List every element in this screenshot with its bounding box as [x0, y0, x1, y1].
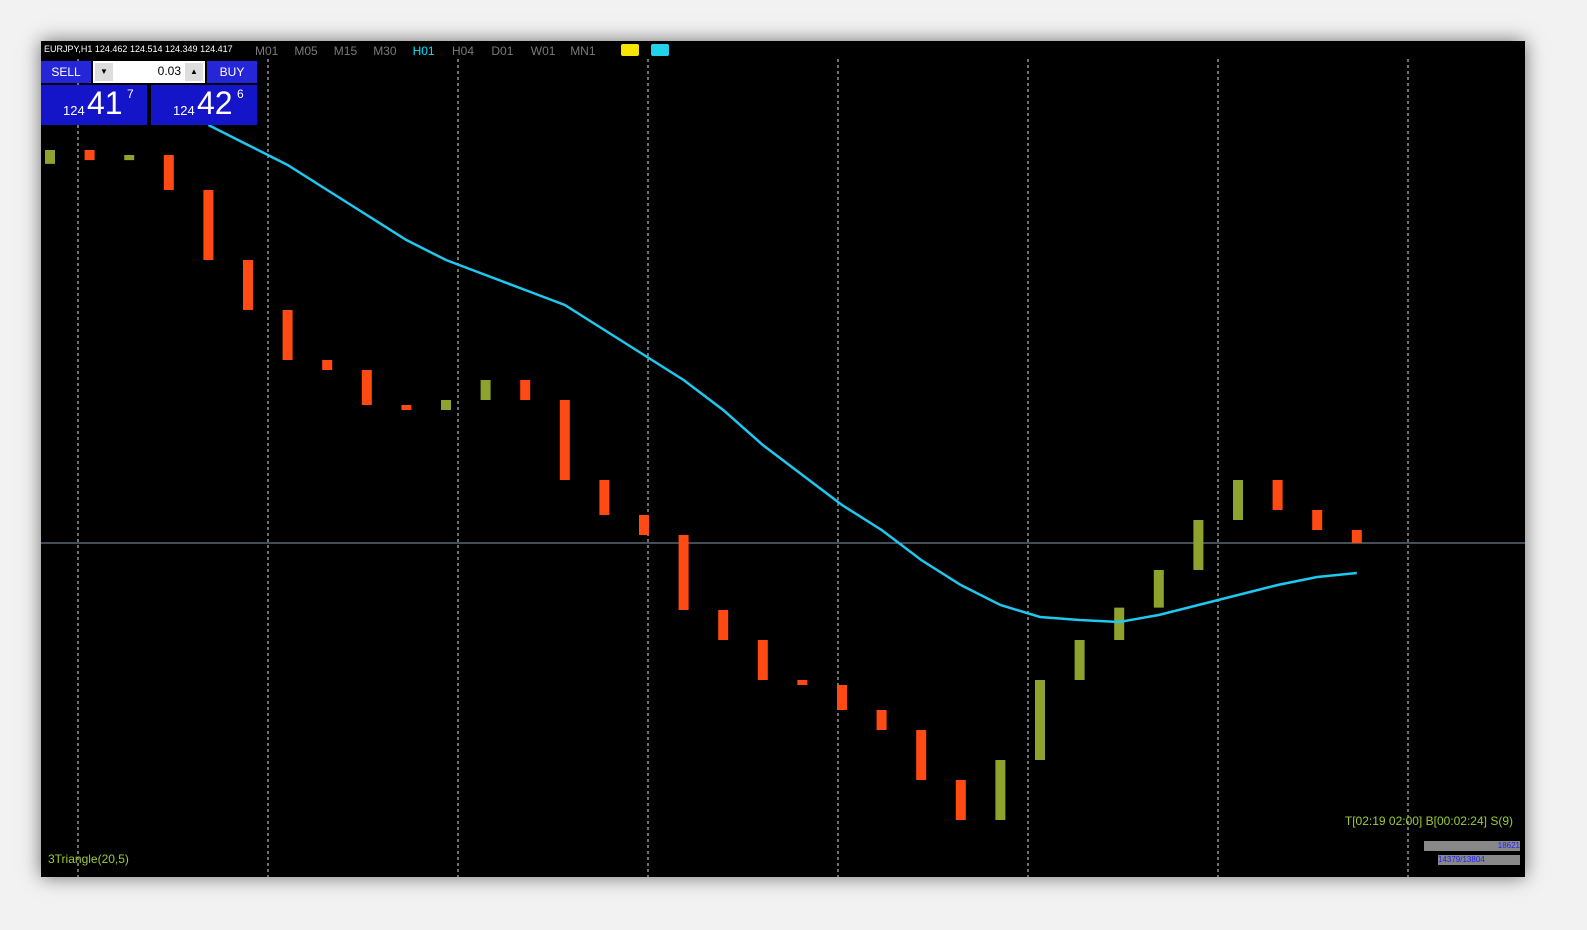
screenshot-icon[interactable] — [621, 44, 639, 56]
screenshot-icon[interactable] — [651, 44, 669, 56]
ohlc-low: 124.349 — [165, 44, 198, 54]
ask-main: 42 — [197, 85, 233, 121]
timeframe-button[interactable]: M30 — [373, 44, 397, 58]
timeframe-button[interactable]: MN1 — [570, 44, 596, 58]
candle-body — [322, 360, 333, 370]
candle-body — [1074, 640, 1085, 680]
bid-big: 124 — [63, 103, 85, 118]
candle-body — [1035, 680, 1045, 760]
candle-body — [1153, 570, 1164, 608]
candle-body — [1272, 480, 1283, 510]
candle-body — [916, 730, 927, 780]
candle-body — [84, 150, 95, 161]
candle-body — [243, 260, 253, 310]
candle-body — [124, 155, 135, 161]
ask-frac: 6 — [237, 87, 244, 101]
candle-body — [1193, 520, 1204, 570]
lot-up[interactable]: ▲ — [185, 63, 203, 81]
candle-body — [45, 150, 55, 164]
candle-body — [718, 610, 729, 640]
candle-body — [639, 515, 649, 535]
candle-body — [1114, 607, 1125, 640]
candle-body — [163, 155, 174, 190]
candle-body — [678, 535, 689, 610]
candle-body — [480, 380, 491, 400]
candle-body — [559, 400, 570, 480]
bid-frac: 7 — [127, 87, 134, 101]
timer: T[02:19 02:00] B[00:02:24] S(9) — [1344, 814, 1513, 828]
ratio: 14379/13804 — [1438, 855, 1520, 865]
buy-button[interactable]: BUY — [207, 61, 257, 83]
candle-body — [282, 310, 293, 360]
bid-price[interactable]: 124 41 7 — [41, 85, 147, 125]
lot-value: 0.03 — [157, 64, 181, 78]
ohlc-high: 124.514 — [129, 44, 163, 54]
candle-body — [955, 780, 966, 820]
candle-body — [401, 405, 412, 410]
symbol: EURJPY,H1 — [44, 44, 93, 54]
lot-down[interactable]: ▼ — [95, 63, 113, 81]
moving-average — [207, 123, 1357, 624]
ohlc-close: 124.417 — [200, 44, 233, 54]
candle-body — [1312, 510, 1323, 530]
timeframe-button[interactable]: D01 — [491, 44, 514, 58]
candle-body — [837, 685, 847, 710]
sell-button[interactable]: SELL — [41, 61, 91, 83]
trade-panel: SELL ▼ 0.03 ▲ BUY 124 41 7 124 42 6 — [41, 61, 257, 125]
candle-body — [1233, 480, 1243, 520]
candle-body — [203, 190, 214, 260]
timeframe-button[interactable]: H01 — [412, 44, 435, 58]
timeframe-button[interactable]: M05 — [294, 44, 318, 58]
ask-price[interactable]: 124 42 6 — [151, 85, 257, 125]
candle-body — [876, 710, 887, 730]
indicator-label: 3Triangle(20,5) — [48, 852, 129, 866]
timeframe-button[interactable]: M01 — [255, 44, 279, 58]
volume: 18621 — [1424, 841, 1520, 851]
ask-big: 124 — [173, 103, 195, 118]
candle-body — [599, 480, 610, 515]
candle-body — [797, 680, 808, 685]
candle-body — [361, 370, 372, 405]
candle-body — [757, 640, 768, 680]
candle-body — [520, 380, 531, 400]
chart-window: EURJPY,H1 124.462 124.514 124.349 124.41… — [41, 41, 1525, 877]
header: EURJPY,H1 124.462 124.514 124.349 124.41… — [44, 44, 233, 54]
candle-body — [995, 760, 1006, 820]
timeframe-button[interactable]: M15 — [333, 44, 358, 58]
timeframe-button[interactable]: H04 — [452, 44, 475, 58]
candle-body — [441, 400, 451, 410]
ohlc-open: 124.462 — [94, 44, 128, 54]
bid-main: 41 — [87, 85, 123, 121]
candle-body — [1351, 530, 1362, 543]
timeframe-button[interactable]: W01 — [530, 44, 556, 58]
chart — [41, 59, 1525, 877]
lot-input[interactable]: ▼ 0.03 ▲ — [93, 61, 205, 83]
